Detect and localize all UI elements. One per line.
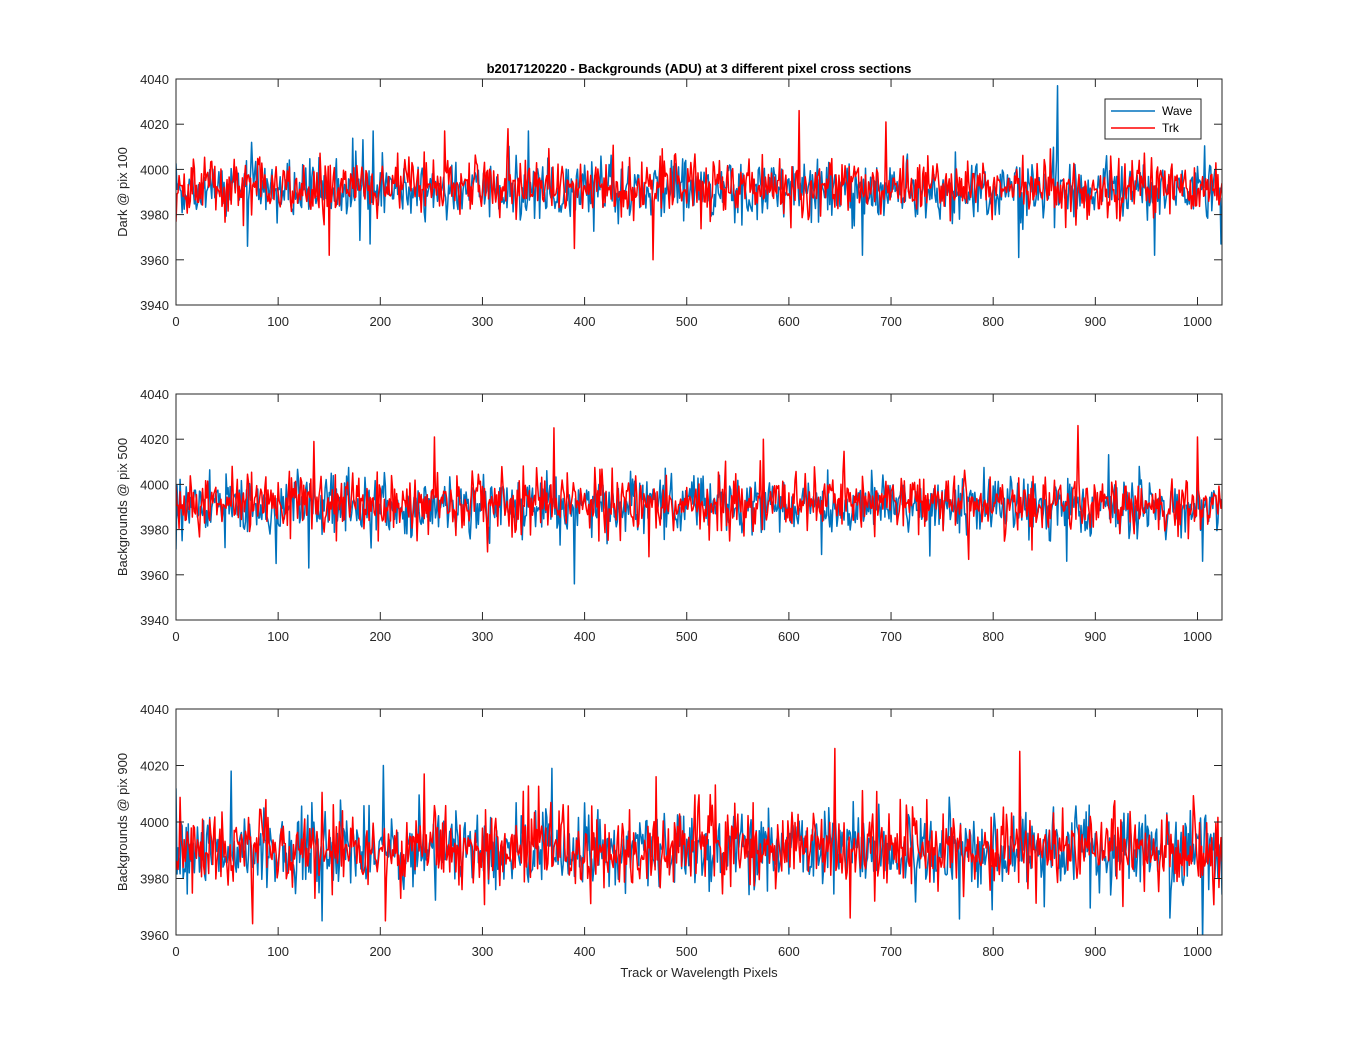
x-tick-label: 700: [880, 629, 902, 644]
x-tick-label: 800: [982, 944, 1004, 959]
x-tick-label: 200: [369, 629, 391, 644]
axes-box: [175, 393, 1223, 621]
x-tick-label: 500: [676, 944, 698, 959]
x-tick-label: 1000: [1183, 314, 1212, 329]
x-tick-label: 0: [172, 314, 179, 329]
y-tick-label: 4000: [140, 162, 169, 177]
y-tick-label: 4020: [140, 432, 169, 447]
y-tick-label: 3980: [140, 208, 169, 223]
x-tick-label: 1000: [1183, 629, 1212, 644]
x-tick-label: 900: [1084, 944, 1106, 959]
series-line-trk: [176, 424, 1222, 561]
x-axis-label: Track or Wavelength Pixels: [620, 965, 778, 980]
y-tick-label: 3960: [140, 253, 169, 268]
y-tick-label: 3980: [140, 872, 169, 887]
subplot-2: 0 100 200 300 400 500 600 700 800 900 1000 3940 3960…: [115, 387, 1223, 644]
x-tick-label: 300: [472, 629, 494, 644]
y-tick-label: 3980: [140, 523, 169, 538]
y-tick-label: 4000: [140, 477, 169, 492]
x-tick-label: 100: [267, 314, 289, 329]
series-line-wave: [176, 764, 1222, 935]
x-tick-label: 0: [172, 629, 179, 644]
x-tick-label: 500: [676, 629, 698, 644]
subplot-1: 0 100 200 300 400 500 600 700 800 900 1000 3940 3960…: [115, 72, 1223, 329]
x-tick-label: 100: [267, 629, 289, 644]
legend: Wave Trk: [1104, 98, 1202, 140]
y-tick-label: 4020: [140, 759, 169, 774]
legend-label-trk: Trk: [1162, 121, 1180, 135]
legend-box: [1104, 98, 1202, 140]
x-tick-label: 600: [778, 629, 800, 644]
y-axis-label: Backgrounds @ pix 500: [115, 438, 130, 576]
x-tick-label: 400: [574, 314, 596, 329]
x-tick-label: 100: [267, 944, 289, 959]
x-tick-label: 800: [982, 629, 1004, 644]
x-tick-label: 700: [880, 944, 902, 959]
x-tick-label: 600: [778, 944, 800, 959]
y-tick-label: 3940: [140, 298, 169, 313]
x-tick-label: 900: [1084, 314, 1106, 329]
x-tick-label: 900: [1084, 629, 1106, 644]
x-tick-label: 400: [574, 629, 596, 644]
y-tick-label: 3960: [140, 568, 169, 583]
y-tick-label: 4040: [140, 72, 169, 87]
y-tick-label: 3940: [140, 613, 169, 628]
y-tick-label: 4020: [140, 117, 169, 132]
y-tick-label: 4000: [140, 815, 169, 830]
x-tick-label: 500: [676, 314, 698, 329]
series-lines: [176, 747, 1222, 935]
axes-box: [175, 78, 1223, 306]
series-line-trk: [176, 747, 1222, 925]
x-tick-label: 200: [369, 944, 391, 959]
series-line-trk: [176, 109, 1222, 261]
series-lines: [176, 424, 1222, 585]
x-tick-label: 700: [880, 314, 902, 329]
chart-title: b2017120220 - Backgrounds (ADU) at 3 dif…: [487, 61, 912, 76]
x-tick-label: 800: [982, 314, 1004, 329]
y-axis-label: Dark @ pix 100: [115, 147, 130, 237]
x-tick-label: 300: [472, 314, 494, 329]
x-tick-label: 400: [574, 944, 596, 959]
x-tick-label: 1000: [1183, 944, 1212, 959]
y-tick-label: 3960: [140, 928, 169, 943]
series-lines: [176, 85, 1222, 261]
y-tick-label: 4040: [140, 702, 169, 717]
x-tick-label: 600: [778, 314, 800, 329]
legend-label-wave: Wave: [1162, 104, 1193, 118]
y-tick-label: 4040: [140, 387, 169, 402]
subplot-3: 0 100 200 300 400 500 600 700 800 900 1000 3960 3980…: [115, 702, 1223, 959]
x-tick-label: 0: [172, 944, 179, 959]
y-axis-label: Backgrounds @ pix 900: [115, 753, 130, 891]
x-tick-label: 200: [369, 314, 391, 329]
x-tick-label: 300: [472, 944, 494, 959]
